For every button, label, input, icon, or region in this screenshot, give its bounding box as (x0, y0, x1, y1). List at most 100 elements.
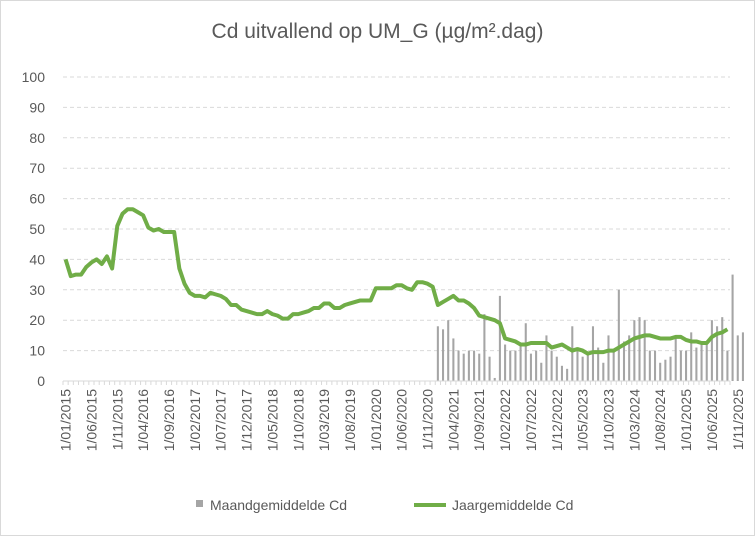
monthly-bar (597, 347, 600, 381)
monthly-bar (607, 335, 610, 381)
y-tick-label: 60 (29, 191, 45, 207)
monthly-bar (519, 344, 522, 381)
y-tick-label: 70 (29, 160, 45, 176)
monthly-bar (447, 320, 450, 381)
x-tick-label: 1/01/2025 (678, 389, 694, 451)
legend-label-monthly: Maandgemiddelde Cd (210, 497, 347, 513)
monthly-bar (726, 350, 729, 381)
monthly-bar (633, 320, 636, 381)
monthly-bar (648, 350, 651, 381)
monthly-bar (581, 356, 584, 381)
x-tick-label: 1/08/2019 (342, 389, 358, 451)
legend: Maandgemiddelde Cd Jaargemiddelde Cd (196, 497, 573, 513)
monthly-bar (721, 317, 724, 381)
y-tick-label: 80 (29, 130, 45, 146)
legend-swatch-monthly (196, 500, 203, 507)
monthly-bar (560, 365, 563, 381)
monthly-bar (566, 368, 569, 381)
monthly-bar (483, 314, 486, 381)
x-tick-label: 1/11/2025 (730, 389, 746, 450)
monthly-bar (617, 289, 620, 381)
y-tick-label: 100 (22, 69, 46, 85)
monthly-bar (571, 326, 574, 381)
monthly-bar (622, 341, 626, 381)
monthly-bar (638, 317, 641, 381)
y-tick-label: 40 (29, 251, 45, 267)
x-tick-label: 1/02/2017 (187, 389, 203, 451)
monthly-bar (674, 335, 677, 381)
monthly-bar (493, 377, 496, 381)
x-tick-label: 1/01/2020 (368, 389, 384, 451)
monthly-bar (442, 329, 445, 381)
monthly-bar (529, 353, 532, 381)
monthly-bar (659, 362, 662, 381)
monthly-bar (478, 353, 481, 381)
x-tick-label: 1/04/2016 (135, 389, 151, 451)
monthly-bar (535, 350, 538, 381)
monthly-bar (736, 335, 739, 381)
monthly-bar (695, 347, 698, 381)
y-tick-label: 50 (29, 221, 45, 237)
monthly-bar (669, 356, 672, 381)
x-tick-label: 1/10/2018 (290, 389, 306, 451)
y-tick-label: 90 (29, 99, 45, 115)
monthly-bar (628, 335, 631, 381)
x-tick-label: 1/11/2015 (109, 389, 125, 450)
monthly-bar (731, 274, 734, 381)
x-tick-label: 1/01/2015 (58, 389, 74, 451)
x-tick-label: 1/06/2025 (704, 389, 720, 451)
gridlines (63, 76, 730, 352)
monthly-bar (643, 320, 646, 381)
monthly-bar (524, 323, 527, 381)
x-tick-label: 1/03/2019 (316, 389, 332, 451)
monthly-bar (705, 341, 708, 381)
monthly-bar (540, 362, 543, 381)
monthly-bar (700, 344, 703, 381)
y-tick-label: 0 (37, 373, 45, 389)
monthly-bar (498, 295, 501, 381)
x-tick-label: 1/06/2020 (394, 389, 410, 451)
monthly-bar (462, 353, 465, 381)
x-tick-label: 1/12/2017 (239, 389, 255, 451)
monthly-bar (504, 344, 507, 381)
x-tick-label: 1/04/2021 (445, 389, 461, 451)
monthly-bar (679, 350, 682, 381)
x-tick-label: 1/07/2017 (213, 389, 229, 451)
x-tick-label: 1/07/2022 (523, 389, 539, 451)
monthly-bar (716, 326, 719, 381)
x-tick-label: 1/08/2024 (652, 389, 668, 451)
monthly-bar (509, 350, 512, 381)
monthly-bar (586, 353, 589, 381)
x-tick-label: 1/06/2015 (83, 389, 99, 451)
monthly-bar (550, 350, 553, 381)
legend-label-yearly: Jaargemiddelde Cd (452, 497, 573, 513)
monthly-bar (457, 350, 460, 381)
monthly-bar (664, 359, 667, 381)
monthly-bar (576, 350, 579, 381)
x-axis-ticks (62, 381, 731, 385)
monthly-bar (545, 335, 548, 381)
monthly-bar (602, 362, 605, 381)
x-tick-label: 1/03/2024 (626, 389, 642, 451)
y-tick-label: 20 (29, 312, 45, 328)
x-tick-label: 1/05/2023 (575, 389, 591, 451)
x-tick-label: 1/02/2022 (497, 389, 513, 451)
x-tick-label: 1/09/2021 (471, 389, 487, 451)
x-tick-label: 1/11/2020 (420, 389, 436, 450)
monthly-bar (685, 350, 688, 381)
x-tick-label: 1/12/2022 (549, 389, 565, 451)
y-tick-label: 10 (29, 343, 45, 359)
monthly-bar (473, 350, 476, 381)
monthly-bar (488, 356, 491, 381)
monthly-bar (653, 350, 657, 381)
y-tick-label: 30 (29, 282, 45, 298)
monthly-bar (612, 350, 615, 381)
x-tick-label: 1/10/2023 (601, 389, 617, 451)
x-tick-label: 1/05/2018 (264, 389, 280, 451)
x-axis-tick-labels: 1/01/2015 1/06/2015 1/11/2015 1/04/2016 1/09… (58, 389, 746, 452)
yearly-average-line (63, 207, 729, 356)
y-axis-tick-labels: 0 10 20 30 40 50 60 70 80 90 100 (22, 69, 46, 389)
monthly-bar (555, 356, 558, 381)
